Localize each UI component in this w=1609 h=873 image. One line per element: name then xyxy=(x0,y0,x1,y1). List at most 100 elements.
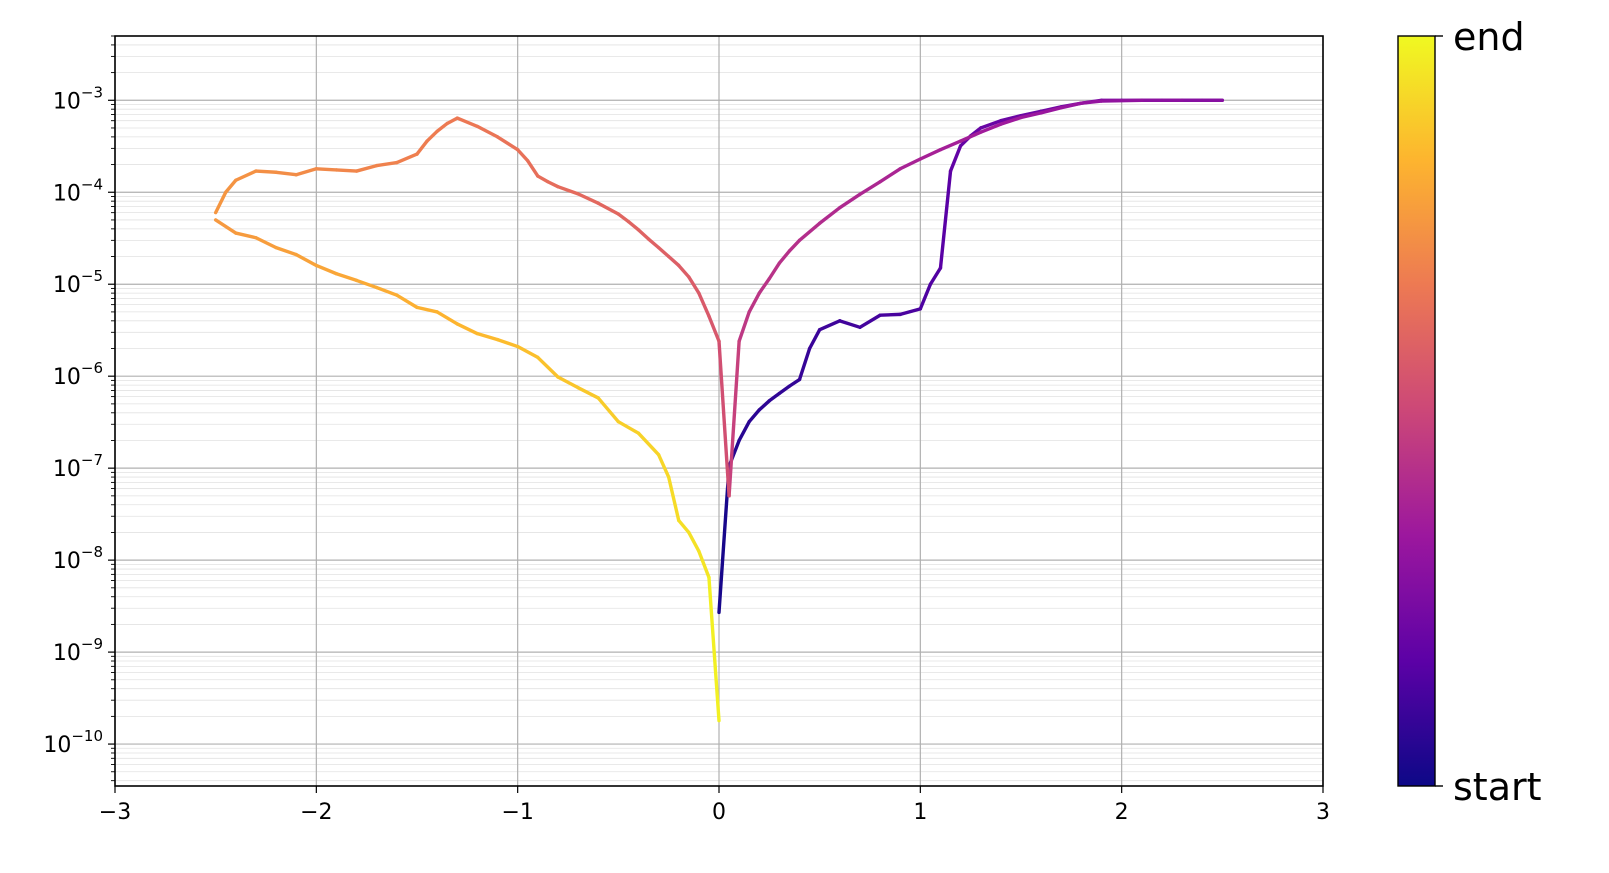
line-segment xyxy=(616,212,631,224)
line-segment xyxy=(576,385,600,400)
line-segment xyxy=(1019,111,1043,120)
line-segment xyxy=(636,431,661,457)
line-segment xyxy=(656,453,671,479)
x-tick-label: −2 xyxy=(300,800,332,825)
y-tick-label: 10−9 xyxy=(53,635,103,666)
line-segment xyxy=(697,291,711,318)
line-segment xyxy=(938,169,953,270)
line-segment xyxy=(757,399,772,412)
line-segment xyxy=(787,238,802,253)
line-segment xyxy=(556,375,580,390)
line-segment xyxy=(767,261,782,281)
line-segment xyxy=(274,170,298,177)
line-segment xyxy=(375,285,399,297)
line-segment xyxy=(475,331,500,342)
line-segment xyxy=(536,355,560,379)
line-segment xyxy=(375,160,399,168)
line-segment xyxy=(274,245,298,257)
line-segment xyxy=(666,475,681,523)
line-segment xyxy=(747,291,761,314)
line-segment xyxy=(576,192,600,205)
line-segment xyxy=(1039,106,1063,115)
line-segment xyxy=(918,282,933,311)
grid-lines xyxy=(114,35,1324,786)
line-segment xyxy=(878,312,902,317)
line-segment xyxy=(687,530,701,553)
line-segment xyxy=(697,549,711,580)
line-segment xyxy=(787,377,802,388)
line-segment xyxy=(666,254,681,268)
line-segment xyxy=(898,307,923,317)
line-segment xyxy=(757,276,772,295)
line-segment xyxy=(747,408,761,424)
line-segment xyxy=(395,293,419,310)
y-tick-label: 10−4 xyxy=(53,175,103,206)
line-segment xyxy=(646,237,661,250)
y-tick-label: 10−10 xyxy=(43,727,103,758)
axis-ticks: 10−10 10−9 10−8 10−7 10−6 10−5 10−4 10−3 −3 −2 −1 0… xyxy=(43,35,1330,825)
line-segment xyxy=(254,169,278,174)
line-segment xyxy=(777,249,792,265)
line-segment xyxy=(1099,98,1144,103)
line-segment xyxy=(979,118,1003,130)
line-segment xyxy=(656,245,671,259)
line-segment xyxy=(626,219,641,232)
line-segment xyxy=(515,148,530,163)
line-segment xyxy=(898,157,923,171)
line-segment xyxy=(928,266,943,286)
y-tick-label: 10−3 xyxy=(53,83,103,114)
line-segment xyxy=(817,319,842,332)
line-segment xyxy=(737,310,751,343)
line-segment xyxy=(354,163,379,173)
line-segment xyxy=(314,263,339,276)
line-segment xyxy=(395,152,419,165)
line-segment xyxy=(797,346,812,382)
line-segment xyxy=(807,328,822,351)
colorbar-end-label: end xyxy=(1453,15,1525,59)
line-segment xyxy=(596,396,621,424)
line-segment xyxy=(515,344,540,360)
line-segment xyxy=(797,221,822,243)
line-segment xyxy=(314,167,339,172)
colorbar-start-label: start xyxy=(1453,765,1542,809)
line-segment xyxy=(878,167,902,184)
x-tick-label: 3 xyxy=(1316,800,1330,825)
x-tick-label: 0 xyxy=(712,800,726,825)
line-segment xyxy=(425,129,439,143)
line-segment xyxy=(536,174,550,184)
line-segment xyxy=(707,314,721,343)
line-segment xyxy=(1059,101,1084,110)
line-segment xyxy=(717,339,731,498)
line-segment xyxy=(999,113,1023,123)
line-segment xyxy=(938,139,963,152)
line-segment xyxy=(546,180,560,189)
line-segment xyxy=(777,384,792,396)
line-segment xyxy=(838,319,862,330)
line-segment xyxy=(294,167,319,177)
line-segment xyxy=(858,180,882,197)
line-segment xyxy=(727,339,741,498)
line-segment xyxy=(334,272,359,283)
line-segment xyxy=(415,305,439,314)
line-segment xyxy=(918,148,943,161)
y-tick-label: 10−8 xyxy=(53,543,103,574)
line-segment xyxy=(677,263,691,279)
line-segment xyxy=(213,190,228,215)
y-tick-label: 10−7 xyxy=(53,451,103,482)
colorbar: end start xyxy=(1397,15,1542,809)
line-segment xyxy=(999,115,1023,126)
line-segment xyxy=(445,116,459,126)
line-segment xyxy=(707,575,721,723)
line-segment xyxy=(294,252,319,268)
line-segment xyxy=(958,130,983,143)
line-segment xyxy=(354,278,379,290)
line-segment xyxy=(858,313,882,330)
line-segment xyxy=(948,144,963,173)
line-segment xyxy=(224,178,238,194)
line-segment xyxy=(495,135,520,152)
line-segment xyxy=(636,228,651,241)
line-segment xyxy=(213,218,238,235)
line-segment xyxy=(737,420,751,443)
line-segment xyxy=(475,124,500,139)
line-segment xyxy=(1079,99,1104,105)
